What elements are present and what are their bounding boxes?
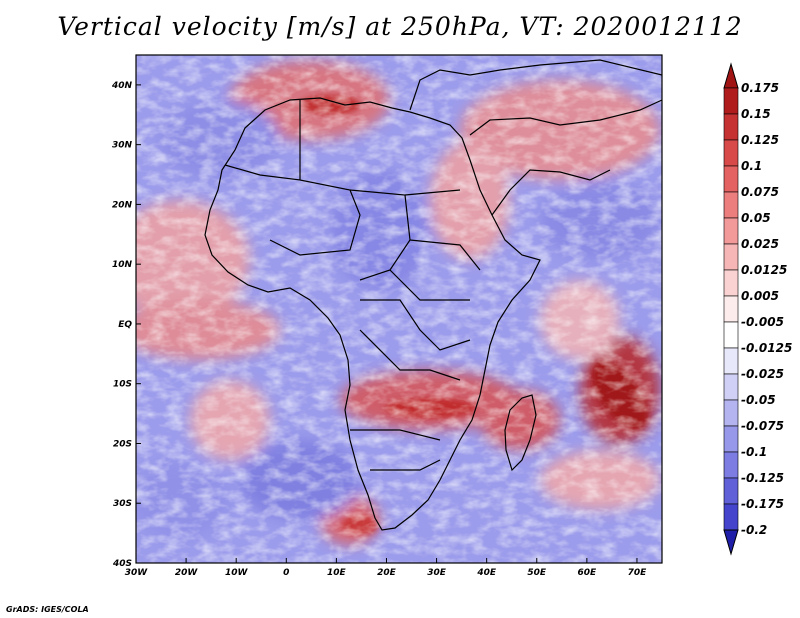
- lat-tick-label: 20N: [112, 200, 133, 210]
- colorbar-swatch: [723, 347, 739, 375]
- colorbar-level-label: 0.1: [741, 159, 762, 173]
- colorbar-swatch: [723, 191, 739, 219]
- lat-tick-label: 40N: [111, 81, 133, 91]
- lat-tick-label: 10N: [112, 260, 133, 270]
- colorbar-bottom-arrow: [723, 529, 739, 556]
- lon-tick-label: 0: [283, 568, 289, 578]
- colorbar-level-label: 0.005: [741, 289, 779, 303]
- colorbar-swatch: [723, 503, 739, 531]
- velocity-field: [136, 55, 662, 563]
- colorbar-level-label: -0.05: [741, 393, 776, 407]
- lat-tick-label: 10S: [113, 380, 132, 390]
- lat-tick-label: 20S: [113, 439, 132, 449]
- colorbar-swatch: [723, 399, 739, 427]
- colorbar-swatch: [723, 373, 739, 401]
- lon-tick-label: 30W: [125, 568, 149, 578]
- colorbar-level-label: -0.075: [741, 419, 784, 433]
- lon-tick-label: 60E: [578, 568, 598, 578]
- colorbar-top-arrow: [723, 62, 739, 89]
- colorbar-level-label: -0.2: [741, 523, 767, 537]
- colorbar-swatch: [723, 217, 739, 245]
- lat-tick-label: 40S: [112, 559, 132, 569]
- colorbar-swatch: [723, 269, 739, 297]
- colorbar-level-label: 0.0125: [741, 263, 787, 277]
- colorbar-swatch: [723, 451, 739, 479]
- colorbar-level-label: 0.025: [741, 237, 779, 251]
- longitude-axis: 30W 20W 10W 0 10E 20E 30E 40E 50E 60E 70E: [125, 558, 647, 578]
- grads-credit: GrADS: IGES/COLA: [6, 605, 89, 614]
- colorbar-level-label: 0.125: [741, 133, 779, 147]
- colorbar-level-label: -0.125: [741, 471, 784, 485]
- lon-tick-label: 40E: [476, 568, 497, 578]
- colorbar-level-label: -0.005: [741, 315, 784, 329]
- colorbar-swatch: [723, 87, 739, 115]
- lat-tick-label: 30S: [113, 499, 132, 509]
- lon-tick-label: 70E: [628, 568, 648, 578]
- colorbar-level-label: -0.025: [741, 367, 784, 381]
- colorbar-swatch: [723, 113, 739, 141]
- colorbar-swatch: [723, 477, 739, 505]
- colorbar-level-label: -0.1: [741, 445, 767, 459]
- colorbar-level-label: -0.175: [741, 497, 784, 511]
- plot-frame: [135, 54, 663, 564]
- lon-tick-label: 30E: [427, 568, 447, 578]
- colorbar-level-label: 0.15: [741, 107, 771, 121]
- lon-tick-label: 10E: [327, 568, 347, 578]
- colorbar-swatch: [723, 321, 739, 349]
- colorbar-level-label: -0.0125: [741, 341, 792, 355]
- colorbar-swatch: [723, 139, 739, 167]
- lon-tick-label: 10W: [225, 568, 249, 578]
- colorbar-level-label: 0.175: [741, 81, 779, 95]
- colorbar-swatch: [723, 295, 739, 323]
- map-title: Vertical velocity [m/s] at 250hPa, VT: 2…: [57, 12, 743, 41]
- lon-tick-label: 20W: [175, 568, 199, 578]
- coastlines: [204, 59, 662, 531]
- colorbar-swatch: [723, 243, 739, 271]
- colorbar-level-label: 0.05: [741, 211, 771, 225]
- colorbar: 0.175 0.15 0.125 0.1 0.075 0.05 0.025 0.0125 0.0…: [723, 62, 792, 556]
- lat-tick-label: EQ: [118, 320, 132, 330]
- colorbar-swatch: [723, 425, 739, 453]
- colorbar-swatch: [723, 165, 739, 193]
- lat-tick-label: 30N: [112, 141, 133, 151]
- colorbar-level-label: 0.075: [741, 185, 779, 199]
- lon-tick-label: 20E: [377, 568, 397, 578]
- latitude-axis: 40N 30N 20N 10N EQ 10S 20S 30S 40S: [111, 81, 141, 569]
- lon-tick-label: 50E: [527, 568, 547, 578]
